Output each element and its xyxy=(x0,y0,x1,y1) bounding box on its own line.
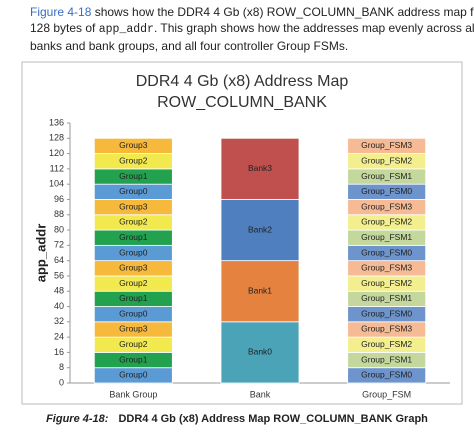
x-tick-label: Bank xyxy=(250,389,271,399)
bar-segment xyxy=(220,260,300,323)
intro-paragraph: Figure 4-18 shows how the DDR4 4 Gb (x8)… xyxy=(30,4,474,54)
segment-label: Group_FSM3 xyxy=(361,324,412,334)
text: . This graph shows how the addresses map… xyxy=(153,21,474,35)
chart-title: DDR4 4 Gb (x8) Address Map xyxy=(136,73,349,90)
text: shows how the DDR4 4 Gb (x8) ROW_COLUMN_… xyxy=(94,5,474,19)
segment-label: Group_FSM1 xyxy=(361,293,412,303)
y-tick-label: 48 xyxy=(54,286,64,296)
segment-label: Group_FSM2 xyxy=(361,339,412,349)
caption: Figure 4-18: DDR4 4 Gb (x8) Address Map R… xyxy=(46,413,428,425)
y-tick-label: 112 xyxy=(50,163,64,173)
segment-label: Group_FSM0 xyxy=(361,308,412,318)
y-tick-label: 24 xyxy=(54,331,64,341)
segment-label: Group1 xyxy=(119,354,148,364)
segment-label: Bank0 xyxy=(248,347,272,357)
segment-label: Group_FSM3 xyxy=(361,140,412,150)
segment-label: Group0 xyxy=(119,308,148,318)
segment-label: Group3 xyxy=(119,263,148,273)
bar-segment xyxy=(220,137,300,200)
text: banks and bank groups, and all four cont… xyxy=(30,39,349,53)
caption-number: Figure 4-18: xyxy=(46,413,109,425)
intro-line: Figure 4-18 shows how the DDR4 4 Gb (x8)… xyxy=(30,4,474,20)
y-tick-label: 0 xyxy=(59,377,64,387)
segment-label: Group3 xyxy=(119,324,148,334)
segment-label: Group3 xyxy=(119,140,148,150)
caption-text: DDR4 4 Gb (x8) Address Map ROW_COLUMN_BA… xyxy=(118,413,428,425)
figure-link[interactable]: Figure 4-18 xyxy=(30,5,92,19)
y-tick-label: 8 xyxy=(59,362,64,372)
x-tick-label: Bank Group xyxy=(109,389,157,399)
segment-label: Group_FSM0 xyxy=(361,247,412,257)
segment-label: Group_FSM1 xyxy=(361,354,412,364)
segment-label: Group1 xyxy=(119,232,148,242)
segment-label: Group2 xyxy=(119,339,148,349)
y-tick-label: 128 xyxy=(49,133,64,143)
y-tick-label: 104 xyxy=(49,179,64,189)
segment-label: Group_FSM0 xyxy=(361,370,412,380)
segment-label: Group_FSM2 xyxy=(361,155,412,165)
bar-segment xyxy=(220,321,300,384)
y-tick-label: 32 xyxy=(54,316,64,326)
y-tick-label: 96 xyxy=(54,194,64,204)
y-tick-label: 16 xyxy=(54,347,64,357)
segment-label: Bank3 xyxy=(248,163,272,173)
segment-label: Bank1 xyxy=(248,285,272,295)
segment-label: Group_FSM0 xyxy=(361,186,412,196)
segment-label: Group_FSM1 xyxy=(361,232,412,242)
y-tick-label: 72 xyxy=(54,240,64,250)
y-tick-label: 88 xyxy=(54,209,64,219)
segment-label: Group0 xyxy=(119,186,148,196)
segment-label: Group_FSM1 xyxy=(361,171,412,181)
y-tick-label: 40 xyxy=(54,301,64,311)
segment-label: Group_FSM2 xyxy=(361,278,412,288)
segment-label: Group_FSM3 xyxy=(361,201,412,211)
segment-label: Group1 xyxy=(119,293,148,303)
segment-label: Group1 xyxy=(119,171,148,181)
y-tick-label: 120 xyxy=(49,148,64,158)
text: 128 bytes of xyxy=(30,21,99,35)
segment-label: Group2 xyxy=(119,155,148,165)
segment-label: Group_FSM2 xyxy=(361,217,412,227)
y-axis-label: app_addr xyxy=(33,224,48,283)
segment-label: Group2 xyxy=(119,278,148,288)
y-tick-label: 64 xyxy=(54,255,64,265)
segment-label: Group0 xyxy=(119,370,148,380)
intro-line: banks and bank groups, and all four cont… xyxy=(30,38,474,54)
bar-segment xyxy=(93,137,173,154)
code: app_addr xyxy=(98,23,154,36)
segment-label: Group0 xyxy=(119,247,148,257)
bar-segment xyxy=(347,137,427,154)
x-tick-label: Group_FSM xyxy=(362,389,411,399)
segment-label: Group3 xyxy=(119,201,148,211)
intro-line: 128 bytes of app_addr. This graph shows … xyxy=(30,20,474,38)
y-tick-label: 136 xyxy=(49,117,64,127)
segment-label: Bank2 xyxy=(248,224,272,234)
segment-label: Group_FSM3 xyxy=(361,263,412,273)
segment-label: Group2 xyxy=(119,217,148,227)
chart-title: ROW_COLUMN_BANK xyxy=(157,94,327,111)
y-tick-label: 80 xyxy=(54,224,64,234)
y-tick-label: 56 xyxy=(54,270,64,280)
